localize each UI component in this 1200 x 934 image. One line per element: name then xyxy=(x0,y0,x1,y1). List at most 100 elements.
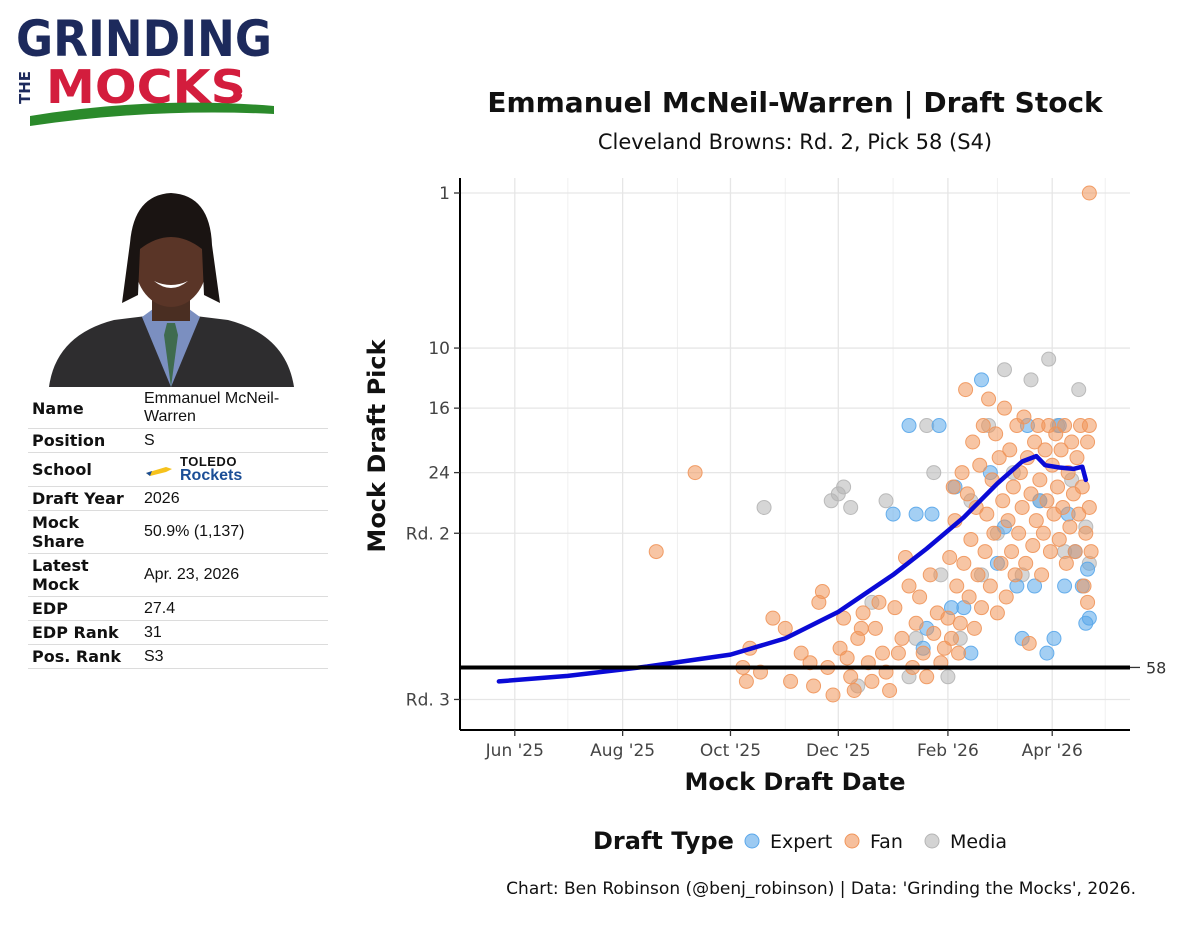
info-row: Position S xyxy=(28,428,328,453)
legend-swatch-media xyxy=(924,833,940,849)
point-fan xyxy=(1050,479,1066,495)
point-fan xyxy=(1058,555,1074,571)
point-fan xyxy=(1005,479,1021,495)
point-fan xyxy=(908,615,924,631)
point-fan xyxy=(998,589,1014,605)
x-tick-label: Aug '25 xyxy=(590,741,655,761)
point-fan xyxy=(1039,493,1055,509)
point-fan xyxy=(887,600,903,616)
point-fan xyxy=(954,465,970,481)
point-expert xyxy=(1057,578,1073,594)
point-fan xyxy=(1080,594,1096,610)
info-row: Name Emmanuel McNeil-Warren xyxy=(28,388,328,429)
point-fan xyxy=(956,555,972,571)
point-fan xyxy=(783,673,799,689)
point-expert xyxy=(1081,610,1097,626)
point-media xyxy=(1041,351,1057,367)
point-fan xyxy=(993,555,1009,571)
point-fan xyxy=(1080,434,1096,450)
point-fan xyxy=(963,531,979,547)
info-row: EDP Rank 31 xyxy=(28,620,328,645)
point-fan xyxy=(961,589,977,605)
x-tick-label: Feb '26 xyxy=(917,741,979,761)
y-tick-label: Rd. 2 xyxy=(406,524,450,544)
info-value: Apr. 23, 2026 xyxy=(140,553,328,597)
legend-label-media: Media xyxy=(950,831,1007,853)
point-expert xyxy=(924,506,940,522)
point-fan xyxy=(1081,185,1097,201)
school-name-line1: TOLEDO xyxy=(180,454,237,469)
point-fan xyxy=(1076,578,1092,594)
y-tick-label: Rd. 3 xyxy=(406,690,450,710)
reference-line-group: 58 xyxy=(460,658,1166,677)
point-fan xyxy=(1035,525,1051,541)
point-fan xyxy=(777,620,793,636)
info-key: Pos. Rank xyxy=(28,644,140,669)
x-tick-label: Dec '25 xyxy=(806,741,871,761)
point-fan xyxy=(1069,450,1085,466)
point-fan xyxy=(926,625,942,641)
point-fan xyxy=(1042,544,1058,560)
point-fan xyxy=(1027,434,1043,450)
point-fan xyxy=(1051,531,1067,547)
point-fan xyxy=(974,600,990,616)
point-expert xyxy=(974,372,990,388)
player-info-body: Name Emmanuel McNeil-Warren Position S Schoo… xyxy=(28,388,328,669)
draft-stock-chart: Emmanuel McNeil-Warren | Draft Stock Cle… xyxy=(363,86,1166,899)
point-fan xyxy=(945,479,961,495)
point-fan xyxy=(648,544,664,560)
info-row: Mock Share 50.9% (1,137) xyxy=(28,510,328,554)
point-expert xyxy=(1046,630,1062,646)
point-fan xyxy=(972,457,988,473)
point-fan xyxy=(765,610,781,626)
info-value: Emmanuel McNeil-Warren xyxy=(140,388,328,429)
point-fan xyxy=(1081,418,1097,434)
point-fan xyxy=(1067,544,1083,560)
info-value: 2026 xyxy=(140,486,328,511)
point-fan xyxy=(882,683,898,699)
info-key: Position xyxy=(28,428,140,453)
point-fan xyxy=(958,382,974,398)
point-fan xyxy=(1055,499,1071,515)
point-fan xyxy=(1083,544,1099,560)
point-fan xyxy=(1004,544,1020,560)
point-fan xyxy=(979,506,995,522)
point-expert xyxy=(1027,578,1043,594)
point-fan xyxy=(951,645,967,661)
point-expert xyxy=(1039,645,1055,661)
scatter-points xyxy=(648,185,1099,703)
info-key: Latest Mock xyxy=(28,553,140,597)
legend-title: Draft Type xyxy=(593,827,734,855)
point-fan xyxy=(890,645,906,661)
point-media xyxy=(1023,372,1039,388)
info-row: EDP 27.4 xyxy=(28,596,328,621)
point-fan xyxy=(793,645,809,661)
trend-line xyxy=(496,453,1089,684)
point-expert xyxy=(908,506,924,522)
point-fan xyxy=(1071,506,1087,522)
legend-label-expert: Expert xyxy=(770,831,832,853)
point-fan xyxy=(966,620,982,636)
axes: Jun '25 Aug '25 Oct '25 Dec '25 Feb '26 Apr '… xyxy=(406,178,1130,761)
x-tick-label: Oct '25 xyxy=(700,741,761,761)
point-media xyxy=(940,669,956,685)
point-fan xyxy=(952,615,968,631)
point-fan xyxy=(864,673,880,689)
grinding-the-mocks-logo: GRINDING THE MOCKS xyxy=(16,10,274,126)
point-fan xyxy=(988,426,1004,442)
point-fan xyxy=(843,669,859,685)
point-fan xyxy=(1021,635,1037,651)
info-key: Draft Year xyxy=(28,486,140,511)
point-fan xyxy=(871,594,887,610)
point-fan xyxy=(995,493,1011,509)
point-fan xyxy=(1014,499,1030,515)
info-key: EDP xyxy=(28,596,140,621)
info-row: Draft Year 2026 xyxy=(28,486,328,511)
trend-line-group xyxy=(496,453,1089,684)
y-tick-label: 16 xyxy=(428,399,450,419)
point-fan xyxy=(825,687,841,703)
chart-subtitle: Cleveland Browns: Rd. 2, Pick 58 (S4) xyxy=(598,130,992,154)
chart-caption: Chart: Ben Robinson (@benj_robinson) | D… xyxy=(506,879,1136,899)
point-fan xyxy=(982,578,998,594)
info-value: TOLEDO Rockets xyxy=(140,452,328,487)
